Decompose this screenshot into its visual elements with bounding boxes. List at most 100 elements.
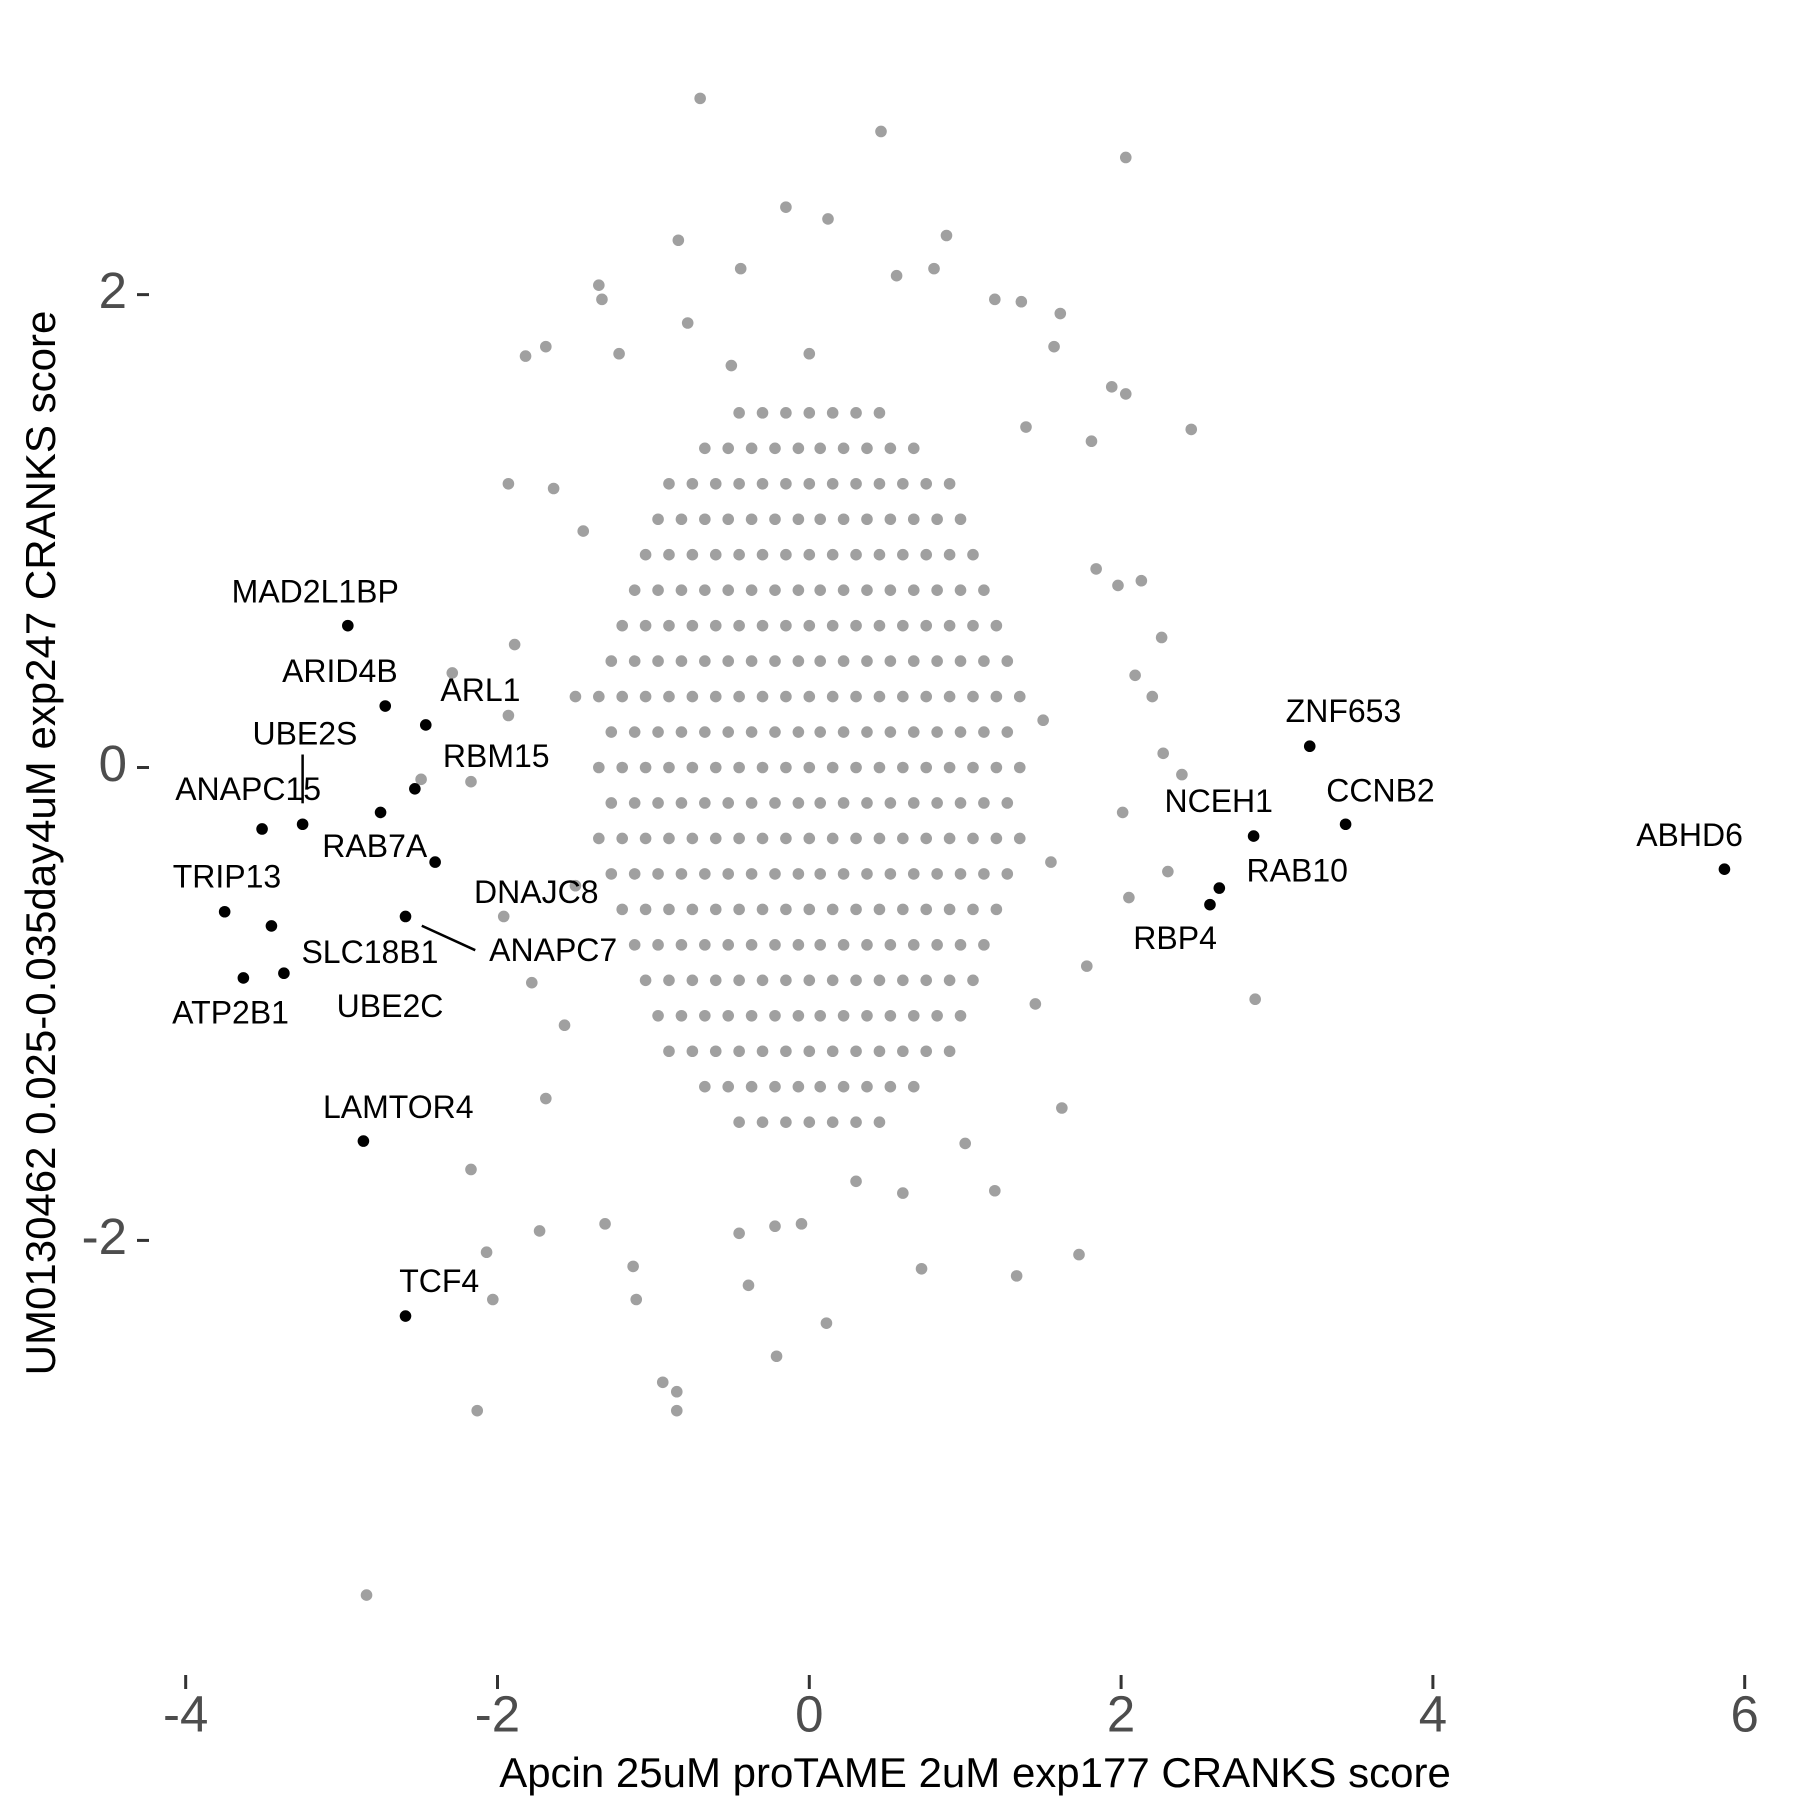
point [814,1080,827,1093]
highlight-point [265,920,278,932]
highlight-point [1247,830,1260,842]
point [745,655,758,667]
point [884,513,897,526]
point [663,477,675,490]
point [722,655,735,667]
point [709,1045,722,1058]
point [861,797,873,809]
point [1020,421,1032,433]
point [873,619,886,632]
point [803,903,816,916]
point [943,903,956,916]
point [722,1080,735,1093]
highlight-point [1213,882,1226,894]
point [792,939,805,951]
point [897,1045,909,1058]
point [861,1009,873,1022]
point [699,1009,711,1022]
point-label: UBE2C [337,988,444,1024]
point [1080,960,1093,972]
point [1119,151,1132,164]
point [792,655,805,667]
point-label: TRIP13 [173,859,281,895]
point [943,974,956,987]
point [734,262,747,275]
point [897,1187,909,1199]
point [733,1045,745,1058]
point [745,584,758,596]
point [593,279,605,291]
point [884,939,897,951]
point [989,1184,1001,1197]
point [837,939,850,951]
point [1112,579,1124,592]
point [540,340,552,353]
point [954,655,967,667]
point [803,477,816,490]
point [770,1350,783,1363]
point [1176,768,1188,781]
point [686,477,699,490]
point [837,797,850,809]
point [722,797,735,809]
point [709,761,722,774]
point [722,442,735,455]
point [745,797,758,809]
point [990,619,1003,632]
point [814,655,827,667]
point [675,655,688,667]
point [814,513,827,526]
point [826,619,839,632]
point [850,690,862,703]
point [907,939,920,951]
point [861,655,873,667]
point [814,584,827,596]
point [769,1080,781,1093]
point [502,709,515,722]
point [837,655,850,667]
point-label: ATP2B1 [172,995,289,1031]
point [742,1279,755,1292]
point-label: RBM15 [443,738,550,774]
point [943,1045,956,1058]
point [792,442,805,455]
point [756,832,769,845]
point [897,548,909,561]
point-label: ARID4B [282,653,398,689]
point [733,832,745,845]
point [954,1009,967,1022]
point [814,726,827,738]
point [792,513,805,526]
point [920,548,933,561]
point [884,1080,897,1093]
point [803,832,816,845]
point [756,619,769,632]
point [605,868,618,880]
point [540,1092,552,1105]
point [675,584,688,596]
point [850,1045,862,1058]
point [850,1175,862,1188]
point [826,1116,839,1128]
point [826,1045,839,1058]
point [616,832,629,845]
point [733,1116,745,1128]
point [639,903,652,916]
point [663,974,675,987]
point [699,797,711,809]
point [733,903,745,916]
point [907,584,920,596]
point [803,1045,816,1058]
point [884,1009,897,1022]
point [686,1045,699,1058]
point [733,407,745,419]
highlight-point [429,856,441,868]
point [861,1080,873,1093]
point [850,477,862,490]
point [943,477,956,490]
point-label: RBP4 [1133,920,1217,956]
point [699,584,711,596]
point [1029,998,1042,1010]
point [686,548,699,561]
point [599,1218,611,1230]
